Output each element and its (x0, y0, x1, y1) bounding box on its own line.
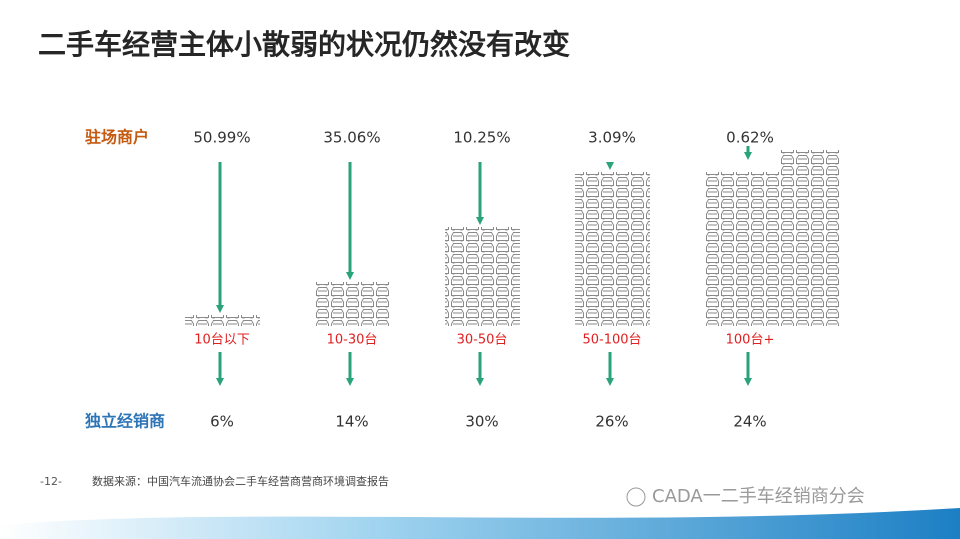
bottom-share: 14% (335, 413, 368, 431)
top-share: 50.99% (193, 129, 250, 147)
arrow-head (744, 152, 752, 160)
bottom-share: 6% (210, 413, 234, 431)
range-label: 30-50台 (457, 333, 508, 348)
car-grid (780, 150, 840, 326)
car-grid (705, 172, 780, 326)
range-label: 10台以下 (194, 333, 250, 348)
arrow-head (606, 378, 614, 386)
top-share: 10.25% (453, 129, 510, 147)
arrow-head (476, 217, 484, 225)
range-label: 50-100台 (582, 333, 641, 348)
watermark: CADA一二手车经销商分会 (652, 486, 865, 507)
arrow-head (744, 378, 752, 386)
car-grid (185, 315, 260, 326)
wechat-icon (626, 487, 646, 507)
footer-wave (0, 508, 960, 539)
top-share: 3.09% (588, 129, 636, 147)
range-label: 100台+ (726, 333, 775, 348)
car-grid (445, 227, 520, 326)
row-label: 驻场商户 (85, 128, 149, 147)
arrow-head (346, 378, 354, 386)
top-share: 35.06% (323, 129, 380, 147)
car-grid (575, 172, 650, 326)
arrow-head (606, 162, 614, 170)
car-grid (315, 282, 390, 326)
bottom-share: 26% (595, 413, 628, 431)
arrow-head (346, 272, 354, 280)
row-label: 独立经销商 (85, 412, 165, 431)
range-label: 10-30台 (327, 333, 378, 348)
bottom-share: 24% (733, 413, 766, 431)
source: 数据来源：中国汽车流通协会二手车经营商营商环境调查报告 (92, 474, 389, 488)
arrow-head (216, 305, 224, 313)
bottom-share: 30% (465, 413, 498, 431)
top-share: 0.62% (726, 129, 774, 147)
page-number: -12- (40, 475, 62, 488)
arrow-head (216, 378, 224, 386)
groups: 50.99% 10台以下 6% 35.06% 10-30台 14% 10.25% 30-50台… (185, 129, 840, 431)
arrow-head (476, 378, 484, 386)
title: 二手车经营主体小散弱的状况仍然没有改变 (38, 28, 570, 61)
